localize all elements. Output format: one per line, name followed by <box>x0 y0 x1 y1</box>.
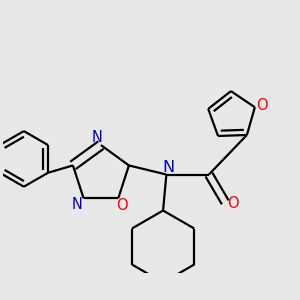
Text: N: N <box>92 130 102 146</box>
Text: O: O <box>116 198 128 213</box>
Text: O: O <box>226 196 238 211</box>
Text: N: N <box>72 197 83 212</box>
Text: N: N <box>162 160 174 175</box>
Text: O: O <box>256 98 268 113</box>
